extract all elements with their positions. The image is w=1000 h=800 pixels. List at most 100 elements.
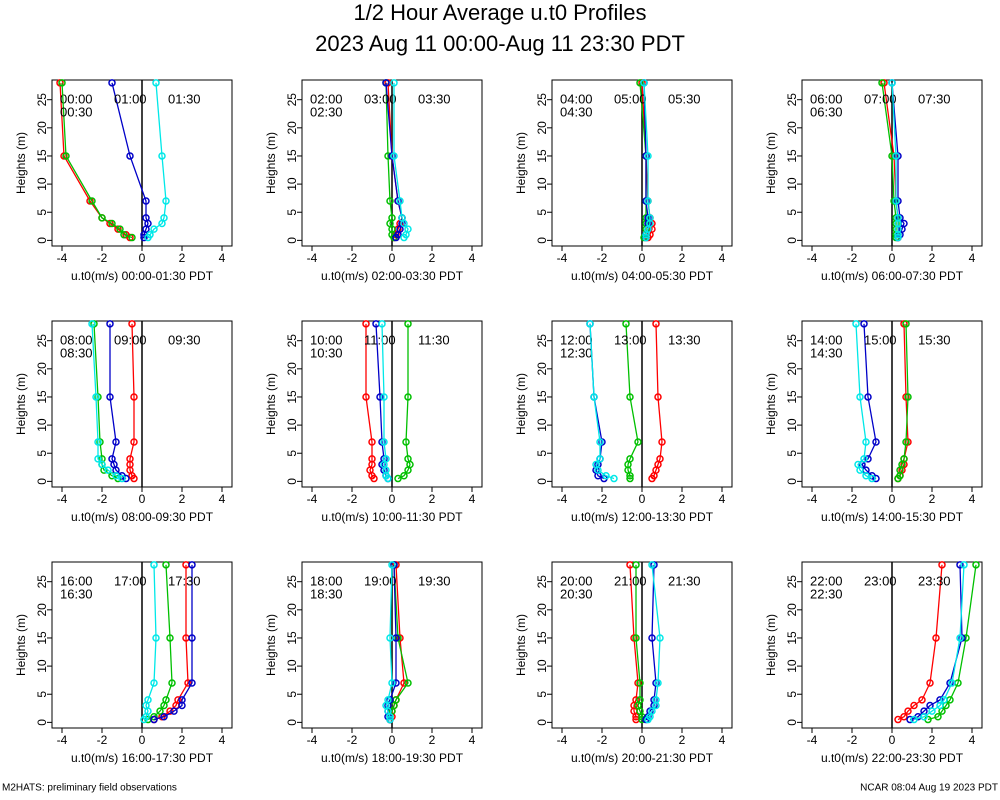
profile-point [92, 393, 100, 401]
profile-point [88, 197, 96, 205]
profile-point [388, 214, 396, 222]
profile-point [860, 320, 868, 328]
profile-point [362, 320, 370, 328]
profile-point [144, 696, 152, 704]
profile-line [61, 82, 133, 239]
legend-label: 18:30 [310, 586, 343, 601]
x-tick-label: 0 [889, 251, 896, 265]
profile-point [106, 320, 114, 328]
title: 1/2 Hour Average u.t0 Profiles [353, 0, 646, 25]
x-tick-label: 2 [179, 492, 186, 506]
legend-label: 14:30 [810, 345, 843, 360]
profile-point [862, 471, 870, 480]
y-tick-label: 25 [785, 93, 799, 107]
profile-point [160, 712, 168, 721]
profile-point [368, 455, 376, 463]
profile-point [904, 393, 912, 401]
legend-label: 12:00 [560, 332, 593, 347]
profile-point [146, 230, 154, 239]
profile-line [909, 564, 963, 721]
profile-point [640, 79, 648, 87]
y-tick-label: 0 [285, 719, 299, 726]
legend-label: 03:00 [364, 91, 397, 106]
y-tick-label: 0 [535, 478, 549, 485]
x-tick-label: 2 [429, 492, 436, 506]
y-tick-label: 0 [35, 719, 49, 726]
y-tick-label: 0 [285, 478, 299, 485]
x-tick-label: 2 [179, 733, 186, 747]
profile-point [166, 634, 174, 642]
x-tick-label: 0 [889, 733, 896, 747]
profile-point [636, 79, 644, 87]
legend-label: 00:30 [60, 104, 93, 119]
profile-point [394, 474, 402, 483]
profile-point [872, 438, 880, 446]
y-tick-label: 15 [285, 390, 299, 404]
profile-point [602, 471, 610, 480]
x-tick-label: -4 [307, 492, 318, 506]
profile-point [156, 707, 164, 715]
profile-point [656, 634, 664, 642]
y-tick-label: 20 [285, 362, 299, 376]
profile-point [368, 438, 376, 446]
profile-point [646, 214, 654, 222]
legend-label: 22:30 [810, 586, 843, 601]
y-axis-label: Heights (m) [14, 132, 28, 194]
profile-point [152, 79, 160, 87]
profile-point [648, 707, 656, 715]
y-tick-label: 10 [35, 418, 49, 432]
profile-point [376, 393, 384, 401]
profile-point [112, 438, 120, 446]
x-tick-label: -2 [597, 733, 608, 747]
x-tick-label: 2 [679, 251, 686, 265]
profile-point [904, 707, 912, 715]
profile-point [956, 634, 964, 642]
legend-label: 19:30 [418, 573, 451, 588]
y-tick-label: 25 [535, 93, 549, 107]
profile-point [892, 152, 900, 160]
profile-point [130, 393, 138, 401]
y-tick-label: 0 [535, 237, 549, 244]
profile-point [404, 679, 412, 687]
x-tick-label: 0 [139, 251, 146, 265]
profile-point [98, 460, 106, 469]
profile-point [610, 474, 618, 483]
profile-point [142, 214, 150, 222]
legend-label: 07:00 [864, 91, 897, 106]
x-axis-label: u.t0(m/s) 22:00-23:30 PDT [821, 751, 964, 765]
x-tick-label: -4 [307, 251, 318, 265]
y-axis-label: Heights (m) [514, 614, 528, 676]
profile-point [936, 701, 944, 710]
y-axis-label: Heights (m) [514, 373, 528, 435]
x-tick-label: -2 [847, 251, 858, 265]
profile-point [382, 455, 390, 463]
profile-point [862, 438, 870, 446]
profile-point [152, 634, 160, 642]
legend-label: 13:30 [668, 332, 701, 347]
profile-point [402, 438, 410, 446]
profile-point [104, 466, 112, 474]
y-tick-label: 10 [285, 177, 299, 191]
x-tick-label: 2 [429, 251, 436, 265]
y-tick-label: 5 [785, 450, 799, 457]
y-axis-label: Heights (m) [14, 614, 28, 676]
y-tick-label: 5 [35, 691, 49, 698]
profile-point [632, 561, 640, 569]
y-tick-label: 15 [785, 390, 799, 404]
profile-point [860, 455, 868, 463]
profile-point [128, 320, 136, 328]
profile-point [868, 474, 876, 483]
x-tick-label: -2 [597, 492, 608, 506]
profile-point [852, 320, 860, 328]
legend-label: 05:00 [614, 91, 647, 106]
x-tick-label: -4 [557, 251, 568, 265]
x-tick-label: -2 [97, 251, 108, 265]
subtitle: 2023 Aug 11 00:00-Aug 11 23:30 PDT [315, 31, 685, 56]
legend-label: 17:30 [168, 573, 201, 588]
profile-point [910, 701, 918, 710]
y-tick-label: 15 [535, 390, 549, 404]
x-tick-label: 0 [389, 251, 396, 265]
y-tick-label: 25 [785, 575, 799, 589]
x-tick-label: 2 [929, 492, 936, 506]
x-tick-label: 4 [219, 733, 226, 747]
